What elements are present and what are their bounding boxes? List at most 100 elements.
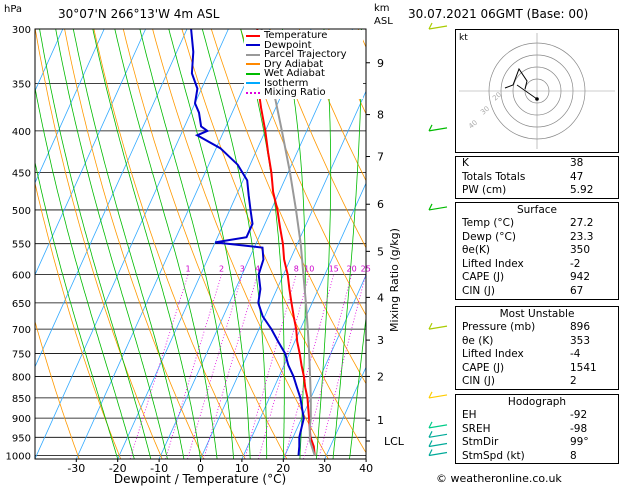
surface-row-cin: CIN (J) 67 <box>462 284 584 297</box>
x-tick-label: -20 <box>109 462 127 475</box>
legend-swatch <box>246 63 260 66</box>
hpa-unit-label: hPa <box>4 4 23 15</box>
km-tick-label: 8 <box>377 109 384 122</box>
wet-adiabat <box>55 29 168 459</box>
legend-swatch <box>246 34 260 37</box>
hodo-ring-label-30: 30 <box>479 105 491 117</box>
mixing-ratio-label: 3 <box>240 265 245 274</box>
pressure-tick-label: 600 <box>12 271 31 282</box>
mu-row-cape: CAPE (J) 1541 <box>462 361 597 374</box>
most-unstable-table: Most Unstable Pressure (mb) 896 θe (K) 353… <box>455 306 619 390</box>
isotherm <box>35 29 188 368</box>
index-row-totals: Totals Totals 47 <box>462 170 584 183</box>
dry-adiabat <box>622 29 629 459</box>
mixing-ratio-axis-label: Mixing Ratio (g/kg) <box>388 228 401 332</box>
dry-adiabat <box>210 29 366 385</box>
isotherm <box>35 29 105 184</box>
mu-row-li: Lifted Index -4 <box>462 348 581 361</box>
mixing-ratio-line <box>318 274 366 459</box>
index-row-pw: PW (cm) 5.92 <box>462 184 594 197</box>
wet-adiabat <box>35 160 119 459</box>
legend-label: Wet Adiabat <box>264 68 325 79</box>
surface-row-cape: CAPE (J) 942 <box>462 271 591 284</box>
hodograph-table: Hodograph EH -92 SREH -98 StmDir 99° StmSpd… <box>455 394 619 465</box>
mixing-ratio-label: 15 <box>329 265 339 274</box>
legend-swatch <box>246 72 260 75</box>
x-tick-label: 0 <box>197 462 204 475</box>
km-unit-label: km <box>374 3 390 14</box>
km-tick-label: 3 <box>377 334 384 347</box>
hodo-ring-label-20: 20 <box>491 91 503 103</box>
km-tick-label: 9 <box>377 57 384 70</box>
mixing-ratio-line <box>129 274 189 459</box>
pressure-tick-label: 850 <box>12 394 31 405</box>
wind-barb <box>428 424 448 429</box>
pressure-tick-label: 750 <box>12 350 31 361</box>
pressure-tick-label: 500 <box>12 206 31 217</box>
wind-barb <box>428 127 448 132</box>
legend-item: Wet Adiabat <box>246 69 361 79</box>
hodograph-unit-label: kt <box>459 33 468 43</box>
surface-row-temp: Temp (°C) 27.2 <box>462 217 594 229</box>
dry-adiabat <box>35 29 163 459</box>
legend-swatch <box>246 91 260 94</box>
legend-item: Isotherm <box>246 77 361 89</box>
pressure-tick-label: 1000 <box>6 451 31 462</box>
hodo-row-stmdir: StmDir 99° <box>462 436 589 449</box>
wind-barb-flag <box>428 22 433 30</box>
pressure-tick-label: 900 <box>12 414 31 425</box>
km-tick-label: 2 <box>377 370 384 383</box>
x-tick-label: -10 <box>150 462 168 475</box>
hodo-row-sreh: SREH -98 <box>462 422 588 435</box>
hodograph-trace <box>504 67 528 90</box>
mu-row-cin: CIN (J) 2 <box>462 375 577 388</box>
wind-barb <box>428 451 448 457</box>
mixing-ratio-label: 2 <box>219 265 224 274</box>
surface-title: Surface <box>516 204 557 216</box>
surface-row-thetae: θe(K) 350 <box>462 244 591 257</box>
legend-label: Isotherm <box>264 77 309 89</box>
wet-adiabat <box>168 29 251 459</box>
hodo-row-eh: EH -92 <box>462 409 588 421</box>
wind-barb-flag <box>428 431 433 438</box>
surface-row-dewp: Dewp (°C) 23.3 <box>462 230 594 243</box>
wet-adiabat <box>39 29 152 459</box>
legend-label: Mixing Ratio <box>264 87 326 98</box>
series-parcel-trajectory <box>260 29 316 456</box>
wet-adiabat <box>332 29 363 459</box>
series-dewpoint <box>190 29 305 456</box>
hodo-row-stmspd: StmSpd (kt) 8 <box>462 449 577 462</box>
wet-adiabat <box>316 29 332 459</box>
mixing-ratio-label: 8 <box>294 265 299 274</box>
copyright-footer: © weatheronline.co.uk <box>436 472 562 485</box>
wind-barb <box>428 442 448 448</box>
wind-barb-flag <box>428 440 433 447</box>
pressure-tick-label: 400 <box>12 127 31 138</box>
dry-adiabat <box>35 181 122 459</box>
hodograph: kt 20 30 40 <box>455 29 619 153</box>
legend-item: Mixing Ratio <box>246 88 361 98</box>
km-tick-label: 7 <box>377 151 384 164</box>
x-tick-label: -30 <box>67 462 85 475</box>
storm-motion-vector <box>516 84 538 100</box>
isotherm <box>117 29 312 459</box>
wind-barb-flag <box>428 391 433 399</box>
pressure-tick-label: 950 <box>12 433 31 444</box>
asl-unit-label: ASL <box>374 16 393 27</box>
legend-item: Dry Adiabat <box>246 59 361 70</box>
x-tick-label: 40 <box>359 462 373 475</box>
lcl-label: LCL <box>384 435 405 448</box>
isotherm <box>324 366 366 459</box>
chart-legend: Temperature Dewpoint Parcel Trajectory Dry … <box>244 30 363 99</box>
pressure-tick-label: 800 <box>12 372 31 383</box>
mixing-ratio-label: 25 <box>361 265 371 274</box>
km-tick-label: 4 <box>377 291 384 304</box>
legend-item: Temperature <box>246 31 361 41</box>
mixing-ratio-label: 4 <box>255 265 260 274</box>
wind-barb-flag <box>428 421 433 429</box>
km-tick-label: 5 <box>377 245 384 258</box>
wind-barb-flag <box>428 322 433 330</box>
hodo-ring-label-40: 40 <box>467 119 479 131</box>
wet-adiabat <box>114 29 218 459</box>
isotherm <box>200 90 366 459</box>
